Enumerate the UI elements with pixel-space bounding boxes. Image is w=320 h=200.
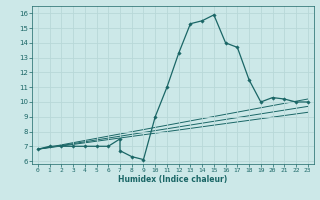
X-axis label: Humidex (Indice chaleur): Humidex (Indice chaleur) [118, 175, 228, 184]
